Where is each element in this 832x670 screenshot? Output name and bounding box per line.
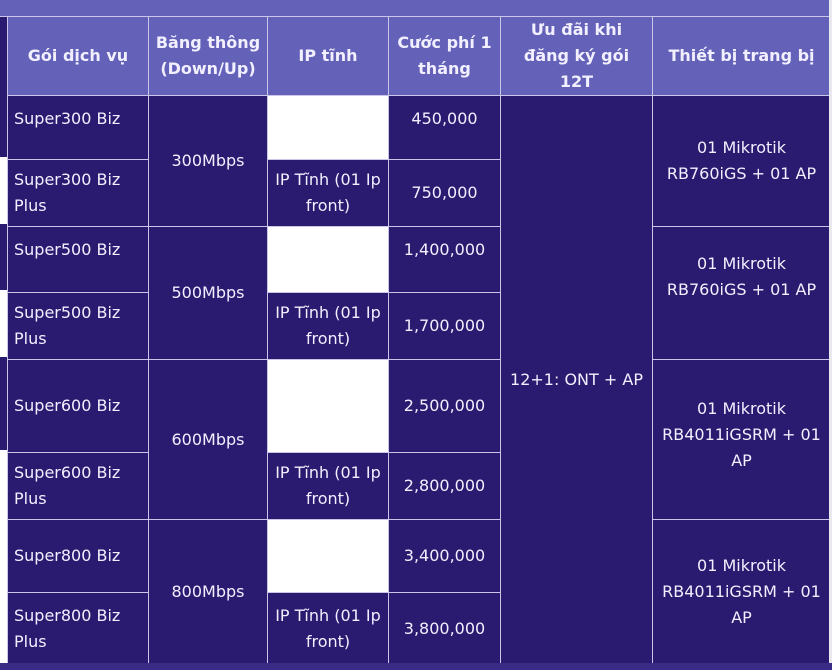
bandwidth-cell: 300Mbps (148, 95, 268, 227)
right-edge (829, 0, 832, 670)
static-ip-cell (267, 359, 389, 453)
static-ip-cell: IP Tĩnh (01 Ip front) (267, 452, 389, 520)
fee-cell: 450,000 (388, 95, 501, 160)
static-ip-cell: IP Tĩnh (01 Ip front) (267, 159, 389, 227)
static-ip-cell: IP Tĩnh (01 Ip front) (267, 592, 389, 665)
left-edge-strip (0, 357, 7, 450)
package-name: Super500 Biz Plus (7, 292, 149, 360)
fee-cell: 3,800,000 (388, 592, 501, 665)
table-row: Super500 Biz 500Mbps 1,400,000 01 Mikrot… (7, 226, 831, 360)
package-name: Super800 Biz Plus (7, 592, 149, 665)
static-ip-cell (267, 519, 389, 593)
package-name: Super300 Biz (7, 95, 149, 160)
package-name: Super600 Biz Plus (7, 452, 149, 520)
bandwidth-cell: 500Mbps (148, 226, 268, 360)
left-edge-strip (0, 157, 7, 224)
equipment-cell: 01 Mikrotik RB760iGS + 01 AP (652, 226, 831, 360)
static-ip-cell: IP Tĩnh (01 Ip front) (267, 292, 389, 360)
bandwidth-cell: 600Mbps (148, 359, 268, 520)
left-edge-strip (0, 290, 7, 357)
package-name: Super800 Biz (7, 519, 149, 593)
bandwidth-cell: 800Mbps (148, 519, 268, 665)
fee-cell: 2,500,000 (388, 359, 501, 453)
table-row: Super600 Biz Plus IP Tĩnh (01 Ip front) … (7, 452, 831, 520)
fee-cell: 1,400,000 (388, 226, 501, 293)
equipment-cell: 01 Mikrotik RB760iGS + 01 AP (652, 95, 831, 227)
promo-cell: 12+1: ONT + AP (500, 95, 653, 665)
pricing-table: Gói dịch vụ Băng thông (Down/Up) IP tĩnh… (7, 16, 831, 665)
header-bandwidth: Băng thông (Down/Up) (148, 16, 268, 96)
package-name: Super500 Biz (7, 226, 149, 293)
left-edge-strip (0, 450, 7, 663)
table-row: Super600 Biz 600Mbps 2,500,000 01 Mikrot… (7, 359, 831, 520)
table-row: Super300 Biz Plus IP Tĩnh (01 Ip front) … (7, 159, 831, 227)
package-name: Super600 Biz (7, 359, 149, 453)
top-band (0, 0, 832, 17)
left-edge-strip (0, 93, 7, 157)
header-static-ip: IP tĩnh (267, 16, 389, 96)
table-row: Super800 Biz 800Mbps 3,400,000 01 Mikrot… (7, 519, 831, 665)
fee-cell: 750,000 (388, 159, 501, 227)
header-equipment: Thiết bị trang bị (652, 16, 831, 96)
equipment-cell: 01 Mikrotik RB4011iGSRM + 01 AP (652, 519, 831, 665)
package-name: Super300 Biz Plus (7, 159, 149, 227)
left-edge-strip (0, 224, 7, 290)
fee-cell: 2,800,000 (388, 452, 501, 520)
header-promo: Ưu đãi khi đăng ký gói 12T (500, 16, 653, 96)
header-row: Gói dịch vụ Băng thông (Down/Up) IP tĩnh… (7, 16, 831, 96)
bottom-band (0, 663, 832, 670)
equipment-cell: 01 Mikrotik RB4011iGSRM + 01 AP (652, 359, 831, 520)
header-package: Gói dịch vụ (7, 16, 149, 96)
static-ip-cell (267, 226, 389, 293)
fee-cell: 3,400,000 (388, 519, 501, 593)
table-row: Super300 Biz 300Mbps 450,000 12+1: ONT +… (7, 95, 831, 665)
static-ip-cell (267, 95, 389, 160)
table-row: Super500 Biz Plus IP Tĩnh (01 Ip front) … (7, 292, 831, 360)
header-monthly-fee: Cước phí 1 tháng (388, 16, 501, 96)
fee-cell: 1,700,000 (388, 292, 501, 360)
